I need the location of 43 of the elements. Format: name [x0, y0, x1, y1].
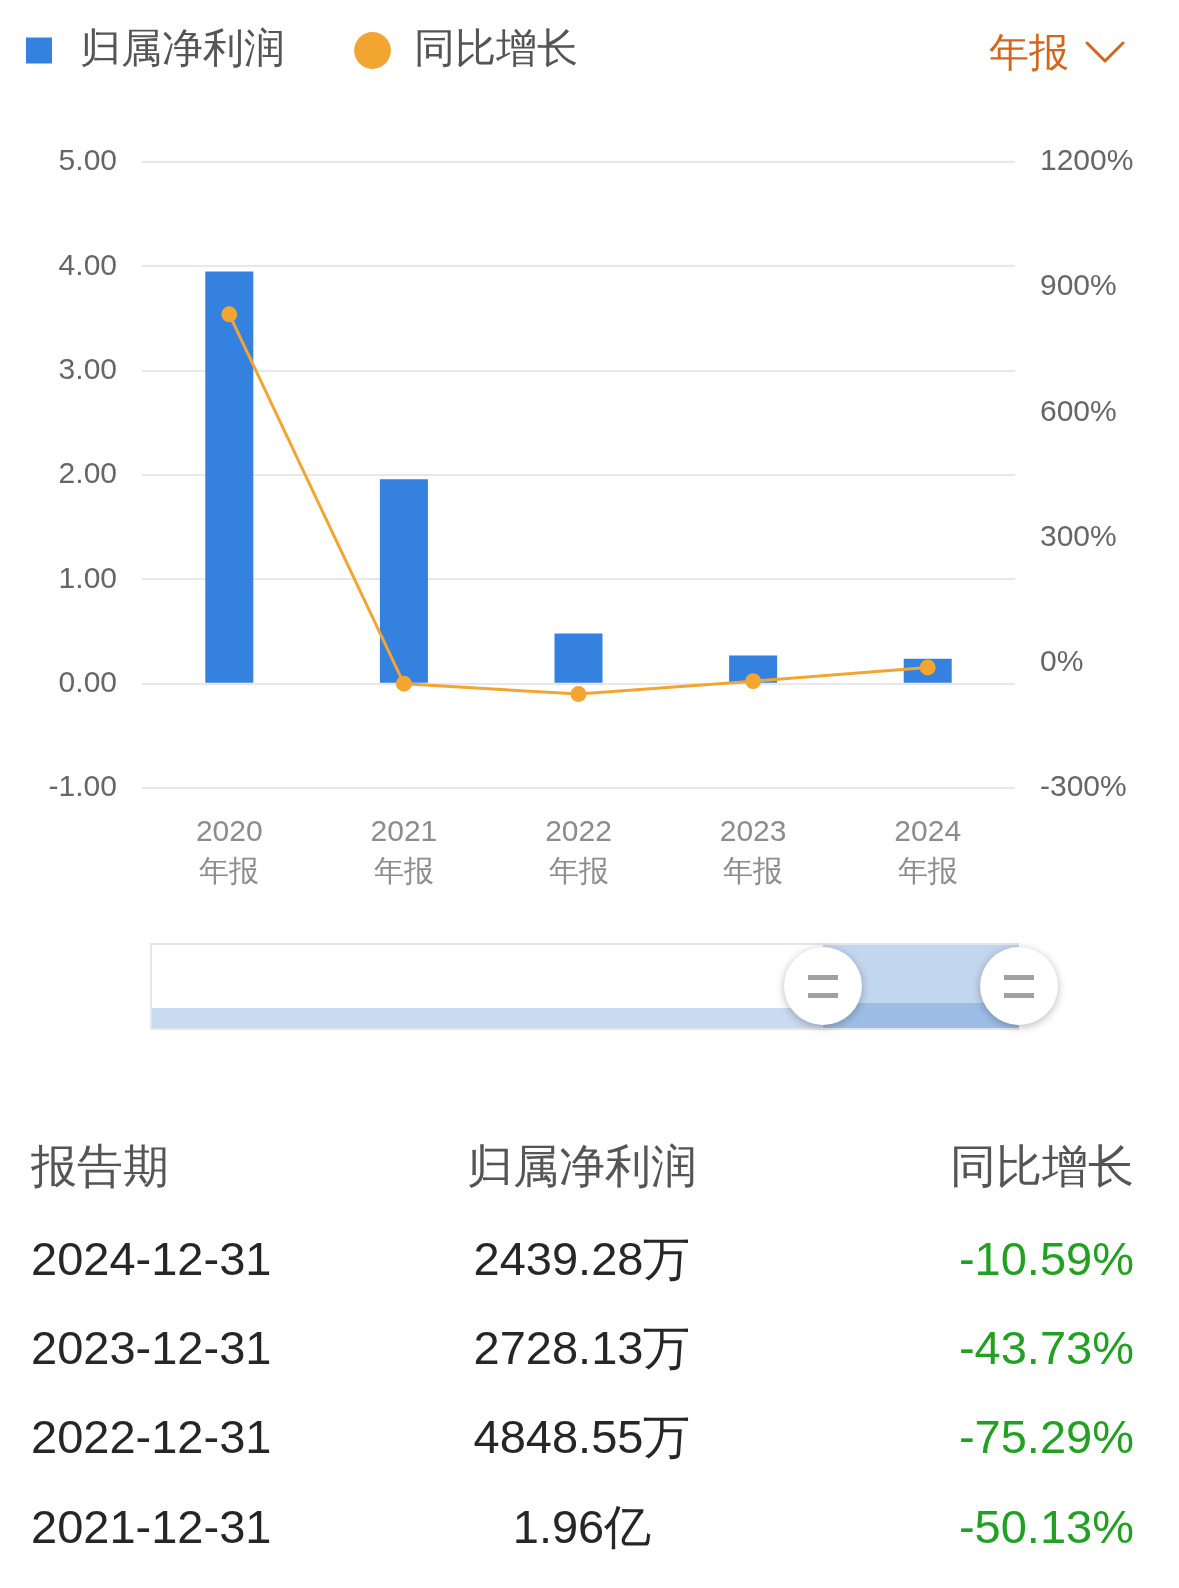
text: 2439.28万 [473, 1230, 691, 1287]
text: -43.73% [958, 1320, 1134, 1377]
text: 报告期 [31, 1139, 169, 1195]
y-tick-label: -1.00 [48, 769, 117, 803]
y2-tick-label: 0% [1040, 644, 1084, 678]
y-tick-label: 1.00 [58, 560, 117, 594]
y2-tick-label: 1200% [1040, 143, 1134, 177]
text: -10.59% [958, 1230, 1134, 1287]
x-tick-label: 2023 年报 [719, 814, 787, 888]
y2-tick-label: 300% [1040, 518, 1117, 552]
y2-tick-label: 600% [1040, 393, 1117, 427]
text: 1.96亿 [512, 1498, 652, 1555]
text: 2023-12-31 [31, 1320, 272, 1377]
point [395, 675, 412, 692]
text: 2022-12-31 [31, 1409, 272, 1466]
y-tick-label: 3.00 [58, 351, 117, 385]
text: 2021-12-31 [31, 1498, 272, 1555]
text: 4848.55万 [473, 1409, 691, 1466]
x-tick-label: 2022 年报 [545, 814, 612, 888]
text: -50.13% [958, 1498, 1134, 1555]
point [221, 306, 238, 323]
y-tick-label: 2.00 [58, 456, 117, 490]
text: 2024-12-31 [31, 1230, 272, 1287]
point [745, 673, 762, 690]
text: 归属净利润 [467, 1140, 697, 1193]
x-tick-label: 2024 年报 [894, 814, 962, 888]
bar [379, 479, 428, 683]
y-tick-label: 0.00 [58, 664, 117, 698]
y2-tick-label: -300% [1040, 769, 1127, 803]
text: 2728.13万 [473, 1320, 691, 1377]
y2-tick-label: 900% [1040, 268, 1117, 302]
x-tick-label: 2021 年报 [370, 814, 438, 888]
x-tick-label: 2020 年报 [195, 814, 263, 888]
legend-label: 同比增长 [413, 24, 578, 71]
bar [554, 633, 603, 683]
point [570, 686, 587, 703]
bar [205, 271, 254, 683]
text: -75.29% [958, 1409, 1134, 1466]
legend-label: 归属净利润 [80, 24, 285, 71]
y-tick-label: 5.00 [58, 143, 117, 177]
y-tick-label: 4.00 [58, 247, 117, 281]
text: 同比增长 [950, 1140, 1134, 1193]
text: 年报 [989, 29, 1069, 76]
